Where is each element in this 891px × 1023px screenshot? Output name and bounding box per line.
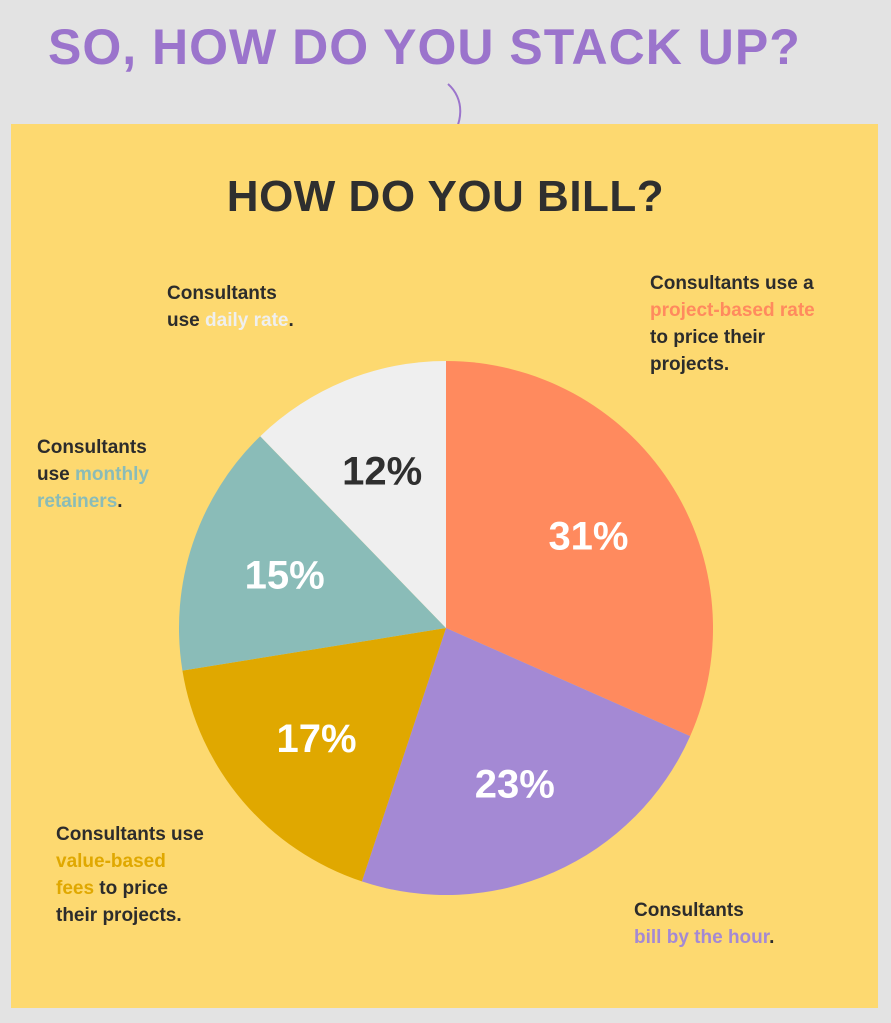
pie-slice-bill-by-the-hour [361, 628, 691, 896]
highlight-retainers: retainers [37, 491, 118, 512]
annotation-text: use [167, 310, 206, 331]
highlight-daily-rate: daily rate [205, 310, 289, 331]
slice-value-label: 23% [475, 762, 555, 806]
highlight-monthly: monthly [75, 464, 149, 485]
annotation-text: projects. [650, 354, 730, 375]
annotation-text: to price their [650, 327, 766, 348]
annotation-text: their projects. [56, 905, 182, 926]
annotation-text: to price [94, 878, 168, 899]
slice-value-label: 15% [245, 553, 325, 597]
headline: SO, HOW DO YOU STACK UP? [48, 19, 801, 75]
annotation-text: . [288, 310, 294, 331]
highlight-value-based: value-based [56, 851, 166, 872]
annotation-text: Consultants [634, 900, 744, 921]
annotation-value-based: Consultants use value-based fees to pric… [56, 821, 204, 929]
annotation-project-based: Consultants use a project-based rate to … [650, 270, 815, 378]
annotation-text: Consultants [167, 283, 277, 304]
slice-value-label: 31% [548, 514, 628, 558]
annotation-text: use [37, 464, 76, 485]
pie-slice-project-based-rate [446, 361, 713, 737]
annotation-text: Consultants [37, 437, 147, 458]
annotation-text: . [769, 927, 775, 948]
slice-value-label: 12% [342, 449, 422, 493]
pie-slice-daily-rate [260, 361, 446, 628]
annotation-text: . [117, 491, 123, 512]
highlight-project-based-rate: project-based rate [650, 300, 815, 321]
annotation-daily-rate: Consultants use daily rate. [167, 280, 294, 334]
pie-slice-monthly-retainers [179, 436, 447, 671]
slice-value-label: 17% [277, 717, 357, 761]
annotation-bill-by-hour: Consultants bill by the hour. [634, 897, 774, 951]
highlight-fees: fees [56, 878, 95, 899]
annotation-text: Consultants use a [650, 273, 814, 294]
chart-title: HOW DO YOU BILL? [226, 172, 665, 221]
pie-slice-value-based-fees [182, 628, 446, 882]
annotation-monthly-retainers: Consultants use monthly retainers. [37, 434, 149, 515]
annotation-text: Consultants use [56, 824, 204, 845]
highlight-bill-by-hour: bill by the hour [634, 927, 770, 948]
